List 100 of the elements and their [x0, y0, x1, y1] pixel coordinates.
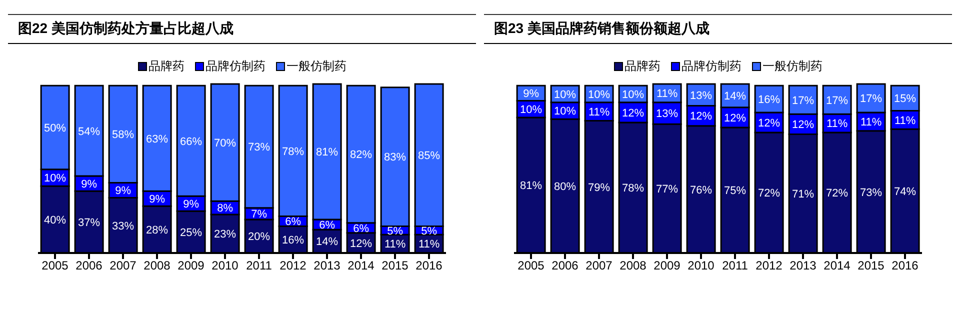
data-label: 13% — [690, 90, 712, 102]
data-label: 10% — [520, 104, 542, 116]
data-label: 9% — [183, 198, 200, 211]
data-label: 77% — [656, 183, 678, 196]
data-label: 16% — [758, 94, 780, 106]
legend-label: 品牌药 — [148, 58, 184, 74]
x-tick-label: 2010 — [688, 258, 715, 273]
x-tick-label: 2013 — [314, 258, 341, 273]
legend-label: 品牌仿制药 — [206, 58, 266, 74]
data-label: 83% — [384, 152, 406, 164]
data-label: 10% — [588, 88, 610, 101]
data-label: 37% — [78, 216, 100, 229]
x-tick-label: 2006 — [76, 258, 103, 273]
data-label: 11% — [860, 116, 882, 129]
x-tick-label: 2016 — [416, 258, 443, 273]
data-label: 11% — [656, 88, 678, 100]
data-label: 9% — [81, 178, 98, 190]
data-label: 11% — [588, 106, 610, 119]
x-tick-label: 2008 — [620, 258, 647, 273]
data-label: 25% — [180, 226, 202, 239]
chart-title: 图22 美国仿制药处方量占比超八成 — [8, 14, 476, 44]
data-label: 9% — [115, 185, 132, 198]
x-tick-label: 2009 — [654, 258, 681, 273]
data-label: 11% — [384, 238, 406, 251]
data-label: 10% — [554, 106, 576, 118]
data-label: 75% — [724, 185, 746, 198]
data-label: 40% — [44, 214, 66, 226]
data-label: 81% — [520, 180, 542, 192]
data-label: 6% — [285, 216, 302, 228]
data-label: 17% — [792, 94, 814, 107]
x-tick-label: 2016 — [892, 258, 919, 273]
data-label: 13% — [656, 108, 678, 120]
data-label: 12% — [690, 110, 712, 123]
x-tick-label: 2011 — [246, 258, 272, 273]
x-tick-label: 2012 — [756, 258, 783, 273]
data-label: 9% — [149, 194, 166, 206]
data-label: 82% — [350, 149, 372, 162]
data-label: 72% — [826, 188, 848, 200]
data-label: 58% — [112, 129, 134, 142]
data-label: 81% — [316, 146, 338, 159]
data-label: 66% — [180, 136, 202, 148]
data-label: 74% — [894, 186, 916, 198]
data-label: 8% — [217, 202, 234, 215]
x-tick-label: 2007 — [110, 258, 137, 273]
data-label: 70% — [214, 137, 236, 150]
data-label: 11% — [894, 114, 916, 127]
data-label: 33% — [112, 220, 134, 232]
data-label: 80% — [554, 180, 576, 193]
x-tick-label: 2007 — [586, 258, 613, 273]
legend-label: 品牌药 — [624, 58, 660, 74]
x-tick-label: 2010 — [212, 258, 239, 273]
data-label: 14% — [316, 236, 338, 248]
data-label: 7% — [251, 208, 268, 221]
data-label: 14% — [724, 90, 746, 103]
data-label: 20% — [248, 231, 270, 244]
data-label: 12% — [724, 112, 746, 124]
data-label: 11% — [826, 118, 848, 130]
data-label: 15% — [894, 93, 916, 106]
data-label: 10% — [44, 172, 66, 185]
data-label: 23% — [214, 228, 236, 241]
x-tick-label: 2014 — [348, 258, 375, 273]
x-tick-label: 2006 — [552, 258, 579, 273]
data-label: 9% — [523, 88, 540, 100]
data-label: 16% — [282, 234, 304, 247]
legend-label: 一般仿制药 — [286, 58, 346, 74]
data-label: 71% — [792, 188, 814, 201]
data-label: 73% — [248, 142, 270, 154]
data-label: 79% — [588, 182, 610, 194]
x-tick-label: 2005 — [518, 258, 545, 273]
data-label: 54% — [78, 126, 100, 138]
data-label: 50% — [44, 122, 66, 134]
data-label: 72% — [758, 188, 780, 200]
chart-title: 图23 美国品牌药销售额份额超八成 — [484, 14, 952, 44]
data-label: 76% — [690, 184, 712, 196]
data-label: 78% — [622, 182, 644, 195]
legend-label: 一般仿制药 — [762, 58, 822, 74]
data-label: 78% — [282, 146, 304, 158]
x-tick-label: 2005 — [42, 258, 69, 273]
data-label: 17% — [860, 93, 882, 106]
data-label: 12% — [758, 117, 780, 130]
data-label: 12% — [622, 107, 644, 120]
x-tick-label: 2015 — [382, 258, 409, 273]
x-tick-label: 2014 — [824, 258, 851, 273]
data-label: 6% — [319, 219, 336, 232]
x-tick-label: 2013 — [790, 258, 817, 273]
legend-label: 品牌仿制药 — [682, 58, 742, 74]
data-label: 11% — [418, 238, 440, 251]
x-tick-label: 2015 — [858, 258, 885, 273]
x-tick-label: 2012 — [280, 258, 307, 273]
data-label: 63% — [146, 133, 168, 146]
data-label: 10% — [622, 88, 644, 101]
data-label: 85% — [418, 150, 440, 162]
x-tick-label: 2009 — [178, 258, 205, 273]
data-label: 6% — [353, 222, 370, 235]
data-label: 12% — [792, 119, 814, 132]
data-label: 28% — [146, 224, 168, 236]
x-tick-label: 2011 — [722, 258, 748, 273]
data-label: 10% — [554, 88, 576, 101]
data-label: 73% — [860, 186, 882, 199]
data-label: 12% — [350, 238, 372, 250]
